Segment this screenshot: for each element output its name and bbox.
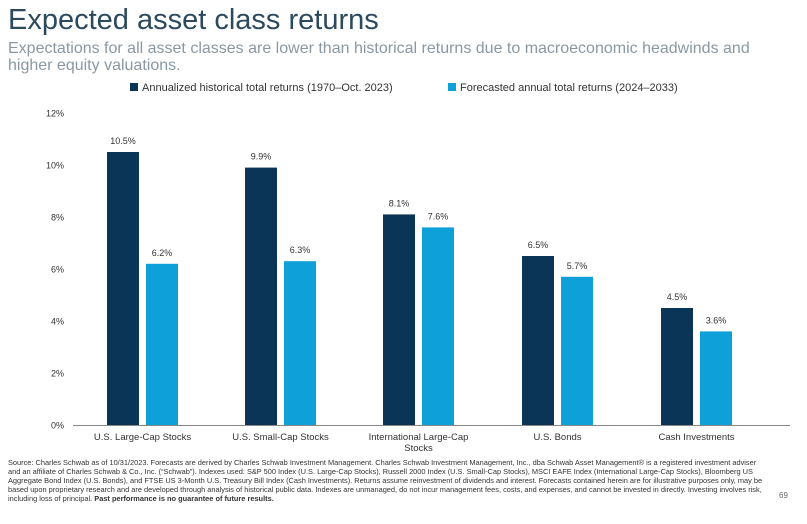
source-footnote: Source: Charles Schwab as of 10/31/2023.… [8, 458, 770, 503]
data-label: 6.5% [528, 240, 549, 250]
legend-swatch-1 [130, 83, 138, 91]
bar-historical [383, 214, 415, 425]
page-subtitle: Expectations for all asset classes are l… [8, 40, 750, 74]
data-label: 6.2% [152, 248, 173, 258]
bar-forecast [284, 261, 316, 425]
y-tick-label: 0% [51, 421, 64, 431]
legend-swatch-2 [448, 83, 456, 91]
data-label: 4.5% [667, 292, 688, 302]
data-label: 6.3% [290, 245, 311, 255]
data-label: 8.1% [389, 198, 410, 208]
bar-forecast [561, 276, 593, 425]
legend-label-1: Annualized historical total returns (197… [142, 82, 393, 94]
x-tick-label: Stocks [404, 443, 433, 452]
x-tick-label: International Large-Cap [369, 432, 469, 443]
y-tick-label: 4% [51, 317, 64, 327]
footnote-disclaimer: Past performance is no guarantee of futu… [94, 494, 274, 504]
x-tick-label: U.S. Bonds [533, 432, 581, 443]
data-label: 3.6% [706, 315, 727, 325]
bar-historical [107, 152, 139, 425]
legend-label-2: Forecasted annual total returns (2024–20… [460, 82, 678, 94]
x-tick-label: Cash Investments [658, 432, 734, 443]
bar-historical [245, 167, 277, 425]
footnote-text: Source: Charles Schwab as of 10/31/2023.… [8, 458, 763, 504]
y-tick-label: 6% [51, 265, 64, 275]
data-label: 10.5% [110, 136, 136, 146]
x-tick-label: U.S. Small-Cap Stocks [232, 432, 329, 443]
page-number: 69 [779, 491, 788, 500]
bar-historical [661, 308, 693, 425]
y-tick-label: 2% [51, 369, 64, 379]
bar-historical [522, 256, 554, 425]
bar-forecast [700, 331, 732, 425]
y-tick-label: 8% [51, 213, 64, 223]
data-label: 5.7% [567, 261, 588, 271]
page-title: Expected asset class returns [8, 4, 379, 36]
bar-chart: Annualized historical total returns (197… [46, 82, 790, 452]
data-label: 9.9% [251, 152, 272, 162]
data-label: 7.6% [428, 211, 449, 221]
y-tick-label: 10% [46, 161, 64, 171]
y-tick-label: 12% [46, 109, 64, 119]
bar-forecast [422, 227, 454, 425]
x-tick-label: U.S. Large-Cap Stocks [94, 432, 191, 443]
bar-forecast [146, 263, 178, 425]
